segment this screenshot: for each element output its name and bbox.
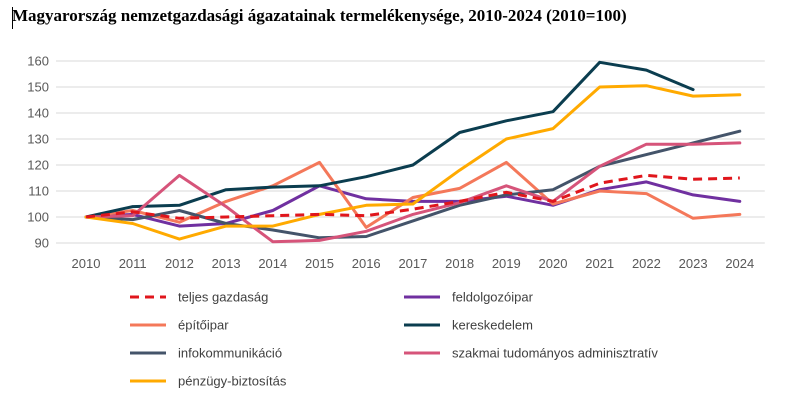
x-tick-label: 2023 (679, 256, 708, 271)
y-tick-label: 140 (27, 106, 49, 121)
y-tick-label: 90 (35, 236, 49, 251)
y-tick-label: 130 (27, 132, 49, 147)
x-tick-label: 2010 (72, 256, 101, 271)
x-tick-label: 2014 (258, 256, 287, 271)
y-tick-label: 110 (28, 184, 49, 199)
x-tick-label: 2018 (445, 256, 474, 271)
legend: teljes gazdaság feldolgozóipar építőipar ke… (130, 290, 658, 389)
x-axis-ticks: 2010 2011 2012 2013 2014 2015 2016 2017 2018 2019… (72, 256, 755, 271)
legend-label: pénzügy-biztosítás (178, 374, 287, 389)
series-line-0 (85, 173, 740, 220)
legend-label: építőipar (178, 318, 229, 333)
series-line-1 (84, 180, 742, 228)
x-tick-label: 2021 (585, 256, 614, 271)
x-tick-label: 2013 (212, 256, 241, 271)
x-tick-label: 2024 (725, 256, 754, 271)
x-tick-label: 2017 (398, 256, 427, 271)
legend-label: feldolgozóipar (452, 290, 534, 305)
y-tick-label: 160 (27, 54, 49, 69)
x-tick-label: 2011 (119, 256, 147, 271)
series-line-6 (84, 84, 742, 241)
y-tick-label: 150 (27, 80, 49, 95)
series-line-3 (84, 60, 695, 219)
series-lines (84, 60, 742, 244)
x-tick-label: 2020 (539, 256, 568, 271)
y-tick-label: 100 (27, 210, 49, 225)
x-tick-label: 2015 (305, 256, 334, 271)
series-line-5 (84, 141, 742, 244)
legend-label: szakmai tudományos adminisztratív (452, 346, 658, 361)
x-tick-label: 2022 (632, 256, 661, 271)
legend-label: infokommunikáció (178, 346, 282, 361)
legend-label: teljes gazdaság (178, 290, 268, 305)
y-axis-ticks: 90 100 110 120 130 140 150 160 (27, 54, 49, 251)
x-tick-label: 2016 (352, 256, 381, 271)
legend-label: kereskedelem (452, 318, 533, 333)
y-tick-label: 120 (27, 158, 49, 173)
title-marker (12, 7, 13, 29)
series-line-4 (84, 129, 742, 240)
chart-title: Magyarország nemzetgazdasági ágazatainak… (12, 6, 627, 25)
x-tick-label: 2019 (492, 256, 521, 271)
x-tick-label: 2012 (165, 256, 194, 271)
